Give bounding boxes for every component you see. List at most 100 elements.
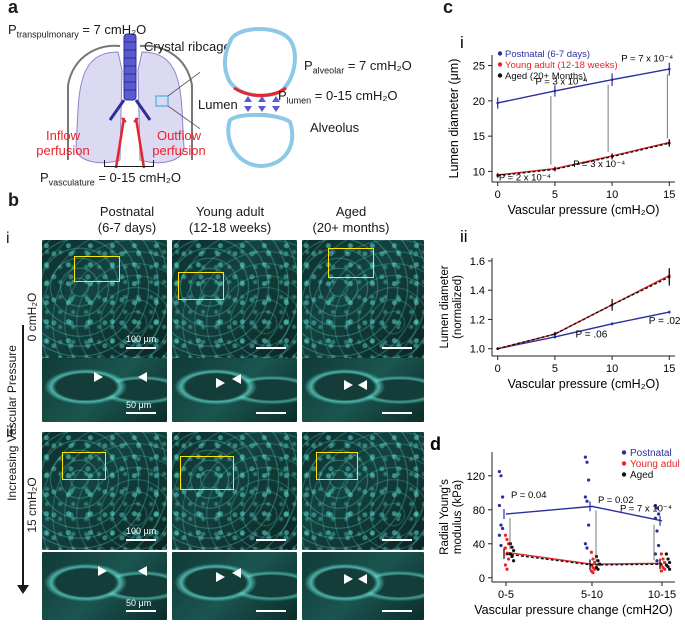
annotation: P = 2 x 10⁻⁴: [499, 173, 551, 184]
y-axis-label: Lumen diameter (μm): [447, 59, 461, 179]
col-header-aged: Aged (20+ months): [296, 204, 406, 236]
legend-label: Aged: [630, 470, 653, 481]
data-point: [664, 552, 668, 556]
scale-bar: [382, 539, 412, 541]
data-point: [596, 567, 600, 571]
data-point: [505, 537, 509, 542]
data-point: [666, 557, 670, 561]
zoom-young-0: [172, 358, 297, 422]
data-point: [659, 569, 663, 573]
data-point: [553, 335, 557, 339]
zoom-box: [74, 256, 120, 282]
x-tick-label: 0: [495, 189, 501, 201]
zoom-box: [62, 452, 106, 480]
data-point: [583, 542, 587, 546]
data-point: [512, 548, 516, 553]
data-point: [510, 554, 514, 559]
p-vasc-value: = 0-15 cmH₂O: [94, 170, 182, 185]
x-axis-label: Vascular pressure change (cmH2O): [474, 603, 672, 617]
p-lumen-label: Plumen = 0-15 cmH₂O: [278, 88, 398, 106]
data-point: [610, 155, 614, 158]
chart-d: d 0 40 80 120 0-5 5-10 10-15 Vascular pressure c…: [430, 434, 680, 617]
data-point: [668, 560, 672, 565]
y-tick-label: 1.6: [470, 256, 485, 268]
annotation: P = .06: [575, 330, 607, 341]
data-point: [496, 101, 500, 105]
pressure-0-wrapper: 0 cmH₂O: [24, 272, 40, 362]
pressure-arrow: [22, 325, 24, 587]
data-point: [661, 557, 665, 561]
data-point: [501, 495, 505, 499]
data-point: [496, 347, 500, 350]
annotation: P = 7 x 10⁻⁴: [621, 53, 673, 64]
data-point: [667, 141, 671, 145]
data-point: [659, 552, 663, 556]
alveolus-diagram: [222, 26, 297, 169]
scale-bar: [382, 347, 412, 349]
mean-line-2: [505, 553, 663, 566]
arrow-left: [138, 566, 147, 576]
data-point: [653, 503, 657, 508]
data-point: [501, 526, 505, 531]
data-point: [553, 168, 557, 171]
annotation: P = 7 x 10⁻⁴: [620, 503, 672, 514]
data-point: [655, 559, 659, 563]
crystal-ribcage-label: Crystal ribcage: [144, 39, 231, 54]
p-lumen-symbol: P: [278, 88, 287, 103]
p-vasculature-label: Pvasculature = 0-15 cmH₂O: [40, 170, 181, 188]
data-point: [663, 560, 667, 565]
row-i-label: i: [6, 230, 10, 247]
panel-b-label: b: [8, 190, 19, 210]
col-header-aged-line2: (20+ months): [312, 220, 390, 235]
x-tick-label: 15: [663, 363, 675, 375]
data-point: [583, 455, 587, 459]
outflow-perfusion-label: Outflow perfusion: [146, 128, 212, 158]
legend-label: Young adult: [630, 459, 680, 470]
y-axis-label: Lumen diameter: [439, 265, 451, 348]
scale-100-label: 100 μm: [126, 526, 157, 536]
y-tick-label: 40: [473, 539, 485, 551]
zoom-box: [316, 452, 358, 480]
y-tick-label: 120: [467, 471, 485, 483]
panel-a-label: a: [8, 0, 19, 17]
p-alveolar-symbol: P: [304, 58, 313, 73]
series-line-2: [497, 276, 670, 350]
series-line-2: [497, 142, 670, 177]
data-point: [667, 310, 671, 314]
data-point: [610, 303, 614, 307]
data-point: [591, 557, 595, 561]
subpanel-label: i: [460, 33, 464, 52]
x-axis-label: Vascular pressure (cmH₂O): [508, 377, 660, 391]
zoom-postnatal-15: 50 μm: [42, 552, 167, 620]
series-line-0: [497, 311, 670, 350]
legend-label: Postnatal (6-7 days): [505, 49, 590, 60]
p-transpulmonary-label: Ptranspulmonary = 7 cmH₂O: [8, 22, 146, 40]
x-tick-label: 0: [495, 363, 501, 375]
scale-bar: [256, 610, 286, 612]
zoom-aged-0: [302, 358, 424, 422]
data-point: [589, 550, 593, 554]
col-header-postnatal-line2: (6-7 days): [97, 220, 157, 235]
data-point: [497, 503, 501, 508]
lung-diagram: [67, 33, 200, 169]
arrow-right: [216, 572, 225, 582]
scale-50-label: 50 μm: [126, 598, 152, 608]
arrow-right: [98, 566, 107, 576]
y-tick-label: 15: [473, 131, 485, 143]
x-tick-label: 5: [552, 363, 558, 375]
p-vasc-symbol: P: [40, 170, 49, 185]
data-point: [507, 557, 511, 561]
data-point: [657, 543, 661, 548]
data-point: [512, 559, 516, 563]
data-point: [496, 174, 500, 177]
legend-marker: [621, 450, 627, 455]
inflow-perfusion-label: Inflow perfusion: [32, 128, 94, 158]
data-point: [663, 567, 667, 571]
annotation: P = 3 x 10⁻⁴: [535, 77, 587, 88]
micro-young-0: [172, 240, 297, 358]
y-tick-label: 0: [479, 573, 485, 585]
y-tick-label: 1.2: [470, 314, 485, 326]
data-point: [653, 552, 657, 556]
y-tick-label: 1.4: [470, 285, 485, 297]
annotation: P = 3 x 10⁻⁴: [573, 159, 625, 170]
